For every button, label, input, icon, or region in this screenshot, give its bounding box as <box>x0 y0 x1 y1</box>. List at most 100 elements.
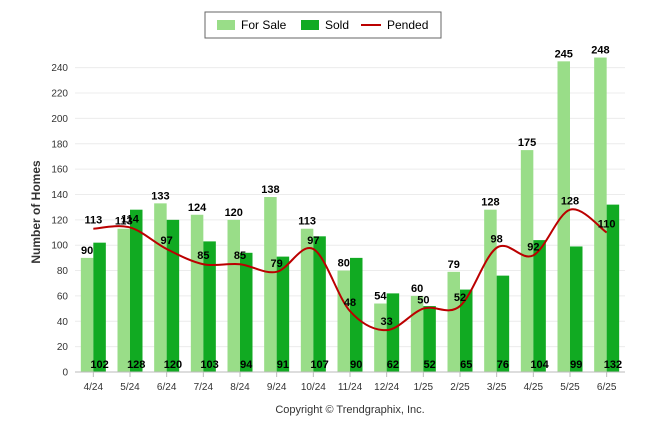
y-tick-label-120: 120 <box>51 215 68 226</box>
bar-for-sale-12/24 <box>374 303 387 372</box>
label-sold-10/24: 107 <box>310 359 328 371</box>
label-for-sale-7/24: 124 <box>188 202 207 214</box>
y-tick-label-140: 140 <box>51 190 68 201</box>
bar-for-sale-5/25 <box>557 61 570 373</box>
bar-for-sale-6/25 <box>594 57 607 372</box>
label-for-sale-3/25: 128 <box>481 197 499 209</box>
label-sold-4/24: 102 <box>90 359 108 371</box>
bar-sold-6/25 <box>606 204 620 372</box>
y-axis-ticks: 0 20 40 60 80 100 120 140 160 180 200 220 240 <box>51 63 68 378</box>
x-tick-label-6/25: 6/25 <box>597 382 617 393</box>
label-pended-9/24: 79 <box>271 258 283 270</box>
label-for-sale-4/24: 90 <box>81 245 93 257</box>
label-for-sale-9/24: 138 <box>261 184 279 196</box>
bars <box>80 57 620 373</box>
bar-sold-9/24 <box>276 256 290 372</box>
label-pended-2/25: 52 <box>454 292 466 304</box>
label-sold-6/25: 132 <box>604 359 622 371</box>
bar-sold-5/25 <box>570 246 583 372</box>
label-sold-5/24: 128 <box>127 359 145 371</box>
bar-sold-10/24 <box>313 236 326 372</box>
bar-for-sale-10/24 <box>300 228 314 372</box>
data-labels: 90 102 113 128 133 120 124 103 120 94 138 91 113 107 8… <box>81 45 622 371</box>
label-sold-6/24: 120 <box>164 359 182 371</box>
bar-for-sale-7/24 <box>190 214 204 372</box>
label-pended-8/24: 85 <box>234 250 246 262</box>
y-tick-label-80: 80 <box>57 266 69 277</box>
bar-sold-12/24 <box>386 293 400 372</box>
bar-for-sale-4/24 <box>80 257 94 372</box>
label-pended-10/24: 97 <box>307 235 319 247</box>
bar-for-sale-1/25 <box>410 295 424 372</box>
label-sold-11/24: 90 <box>350 359 362 371</box>
y-tick-label-200: 200 <box>51 114 68 125</box>
label-sold-7/24: 103 <box>200 359 218 371</box>
label-sold-12/24: 62 <box>387 359 399 371</box>
x-tick-label-2/25: 2/25 <box>450 382 470 393</box>
y-tick-label-240: 240 <box>51 63 68 74</box>
bar-for-sale-6/24 <box>154 203 167 372</box>
bar-for-sale-11/24 <box>337 270 350 372</box>
label-for-sale-6/25: 248 <box>591 45 609 57</box>
bar-sold-6/24 <box>166 219 180 372</box>
bar-for-sale-8/24 <box>227 219 240 372</box>
label-for-sale-4/25: 175 <box>518 137 536 149</box>
label-for-sale-1/25: 60 <box>411 283 423 295</box>
legend-label-pended: Pended <box>387 18 428 32</box>
y-tick-label-20: 20 <box>57 342 69 353</box>
x-axis-ticks: 4/24 5/24 6/24 7/24 8/24 9/24 10/24 11/24 12/24 1… <box>84 372 617 393</box>
bar-sold-4/25 <box>533 240 546 372</box>
x-tick-label-6/24: 6/24 <box>157 382 177 393</box>
label-sold-4/25: 104 <box>530 359 549 371</box>
label-sold-3/25: 76 <box>497 359 509 371</box>
label-for-sale-12/24: 54 <box>374 291 387 303</box>
legend-box <box>204 11 442 39</box>
label-for-sale-8/24: 120 <box>225 207 243 219</box>
label-sold-2/25: 65 <box>460 359 472 371</box>
label-pended-11/24: 48 <box>344 297 356 309</box>
label-pended-5/25: 128 <box>561 196 579 208</box>
bar-for-sale-5/24 <box>117 228 130 372</box>
label-pended-6/25: 110 <box>598 219 616 231</box>
y-tick-label-60: 60 <box>57 291 69 302</box>
legend-label-sold: Sold <box>325 18 349 32</box>
legend-swatch-sold <box>301 20 319 30</box>
y-tick-label-220: 220 <box>51 89 68 100</box>
bar-sold-11/24 <box>350 257 363 372</box>
label-sold-5/25: 99 <box>570 359 582 371</box>
label-pended-4/25: 92 <box>527 241 539 253</box>
label-for-sale-5/25: 245 <box>555 48 573 60</box>
x-tick-label-12/24: 12/24 <box>374 382 399 393</box>
bar-for-sale-2/25 <box>447 271 460 372</box>
legend[interactable]: For Sale Sold Pended <box>204 11 442 39</box>
y-tick-label-0: 0 <box>62 368 68 379</box>
label-sold-1/25: 52 <box>423 359 435 371</box>
label-pended-3/25: 98 <box>491 234 503 246</box>
x-tick-label-11/24: 11/24 <box>338 382 363 393</box>
bar-sold-7/24 <box>203 241 216 372</box>
label-pended-5/24: 114 <box>121 213 140 225</box>
x-tick-label-4/24: 4/24 <box>84 382 104 393</box>
x-tick-label-5/24: 5/24 <box>120 382 140 393</box>
y-axis-label: Number of Homes <box>29 160 43 264</box>
x-tick-label-10/24: 10/24 <box>301 382 326 393</box>
legend-swatch-for-sale <box>217 20 235 30</box>
x-tick-label-7/24: 7/24 <box>194 382 214 393</box>
bar-sold-3/25 <box>496 275 510 372</box>
label-for-sale-10/24: 113 <box>298 216 316 228</box>
label-for-sale-2/25: 79 <box>448 259 460 271</box>
label-sold-9/24: 91 <box>277 359 289 371</box>
y-tick-label-100: 100 <box>51 241 68 252</box>
label-pended-7/24: 85 <box>197 250 209 262</box>
y-tick-label-40: 40 <box>57 317 69 328</box>
x-tick-label-3/25: 3/25 <box>487 382 507 393</box>
bar-sold-4/24 <box>93 242 106 372</box>
copyright-footer: Copyright © Trendgraphix, Inc. <box>275 404 424 416</box>
legend-label-for-sale: For Sale <box>241 18 287 32</box>
pended-line-series <box>93 208 608 332</box>
label-pended-4/24: 113 <box>84 215 102 227</box>
bar-sold-5/24 <box>130 209 143 372</box>
label-pended-12/24: 33 <box>381 316 393 328</box>
bar-for-sale-4/25 <box>520 150 534 372</box>
x-tick-label-1/25: 1/25 <box>414 382 434 393</box>
